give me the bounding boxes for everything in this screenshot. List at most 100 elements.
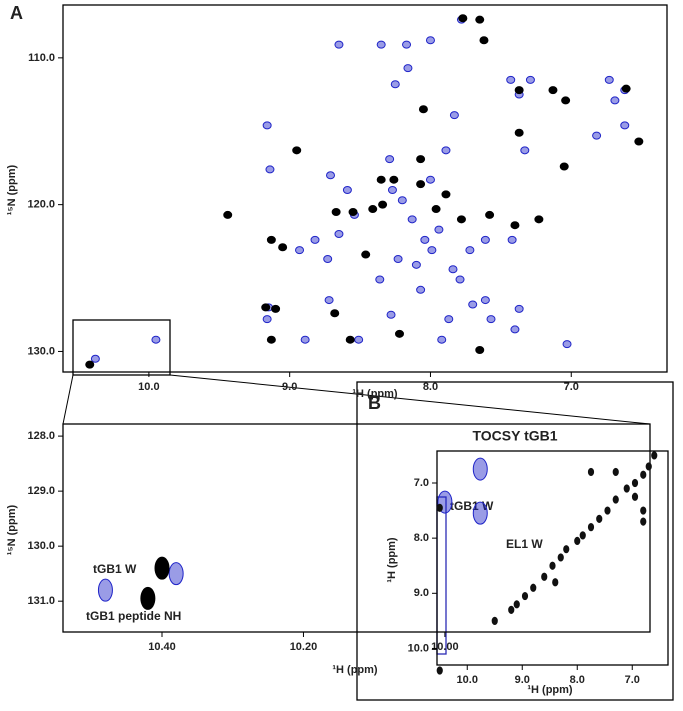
y-tick-label: 10.0 xyxy=(408,642,429,654)
x-tick-label: 9.0 xyxy=(515,674,530,686)
y-tick-label: 9.0 xyxy=(414,587,429,599)
peak xyxy=(549,561,556,570)
peak xyxy=(520,146,530,155)
peak xyxy=(261,303,271,312)
peak xyxy=(394,329,404,338)
peak xyxy=(563,545,570,554)
peak xyxy=(456,215,466,224)
peak xyxy=(154,556,170,580)
peak xyxy=(604,75,614,84)
peak xyxy=(420,235,430,244)
peak xyxy=(262,315,272,324)
peak xyxy=(612,495,619,504)
y-tick-label: 7.0 xyxy=(414,477,429,489)
peak xyxy=(574,536,581,546)
x-tick-label: 10.0 xyxy=(457,674,478,686)
annotation: tGB1 peptide NH xyxy=(86,609,181,623)
panel-label: A xyxy=(10,3,23,23)
peak xyxy=(326,171,336,180)
y-tick-label: 130.0 xyxy=(27,345,55,357)
peak xyxy=(525,75,535,84)
peak xyxy=(475,345,485,354)
peak xyxy=(386,310,396,319)
peak xyxy=(559,162,569,171)
peak xyxy=(90,354,100,363)
peak xyxy=(425,36,435,45)
y-tick-label: 110.0 xyxy=(28,52,55,64)
peak xyxy=(480,296,490,305)
peak xyxy=(458,14,468,23)
peak xyxy=(295,246,305,255)
peak xyxy=(278,243,288,252)
peak xyxy=(514,304,524,313)
annotation: EL1 W xyxy=(506,537,543,551)
x-tick-label: 8.0 xyxy=(570,674,585,686)
peak xyxy=(434,225,444,234)
annotation: tGB1 W xyxy=(93,562,137,576)
x-tick-label: 8.0 xyxy=(423,381,438,393)
peak xyxy=(444,315,454,324)
y-tick-label: 130.0 xyxy=(27,540,55,552)
peak xyxy=(385,155,395,164)
peak xyxy=(623,484,630,493)
peak xyxy=(437,335,447,344)
peak xyxy=(510,221,520,230)
peak xyxy=(140,586,156,610)
peak xyxy=(331,207,341,216)
peak xyxy=(514,86,524,95)
peak xyxy=(416,180,426,189)
peak xyxy=(348,207,358,216)
peak xyxy=(393,254,403,263)
peak xyxy=(334,40,344,49)
zoom-box xyxy=(72,319,171,376)
peak xyxy=(271,304,281,313)
peak xyxy=(534,215,544,224)
peak xyxy=(610,96,620,105)
peak xyxy=(265,165,275,174)
peak xyxy=(266,335,276,344)
peak xyxy=(640,506,647,515)
peak xyxy=(561,96,571,105)
peak xyxy=(587,467,595,477)
peak xyxy=(368,205,378,214)
peak xyxy=(334,230,344,239)
peak xyxy=(436,503,443,512)
peak xyxy=(151,335,161,344)
peak xyxy=(427,246,437,255)
y-axis-label: ¹⁵N (ppm) xyxy=(6,164,18,215)
peak xyxy=(612,467,619,477)
peak xyxy=(376,40,386,49)
peak xyxy=(361,250,371,259)
peak xyxy=(491,616,498,625)
x-tick-label: 7.0 xyxy=(564,381,579,393)
peak xyxy=(436,666,443,675)
peak xyxy=(506,75,516,84)
peak xyxy=(604,506,611,515)
x-tick-label: 7.0 xyxy=(625,674,640,686)
peak xyxy=(425,175,435,184)
plot-frame xyxy=(62,423,651,633)
peak xyxy=(472,457,488,481)
peak xyxy=(479,36,489,45)
peak xyxy=(552,578,559,587)
peak xyxy=(651,451,658,460)
peak xyxy=(587,523,595,532)
peak xyxy=(376,175,386,184)
peak xyxy=(468,300,478,309)
peak xyxy=(375,275,385,284)
panel-label: B xyxy=(368,393,381,413)
peak xyxy=(292,146,302,155)
y-axis-label: ¹H (ppm) xyxy=(386,537,398,583)
peak xyxy=(645,462,652,471)
peak xyxy=(85,360,95,369)
panel-b-frame xyxy=(356,381,674,701)
peak xyxy=(514,128,524,137)
peak xyxy=(507,235,517,244)
peak xyxy=(562,340,572,349)
peak xyxy=(557,553,564,562)
peak xyxy=(631,492,639,501)
x-tick-label: 10.0 xyxy=(138,381,159,393)
peak xyxy=(548,86,558,95)
zoom-line xyxy=(169,374,651,425)
